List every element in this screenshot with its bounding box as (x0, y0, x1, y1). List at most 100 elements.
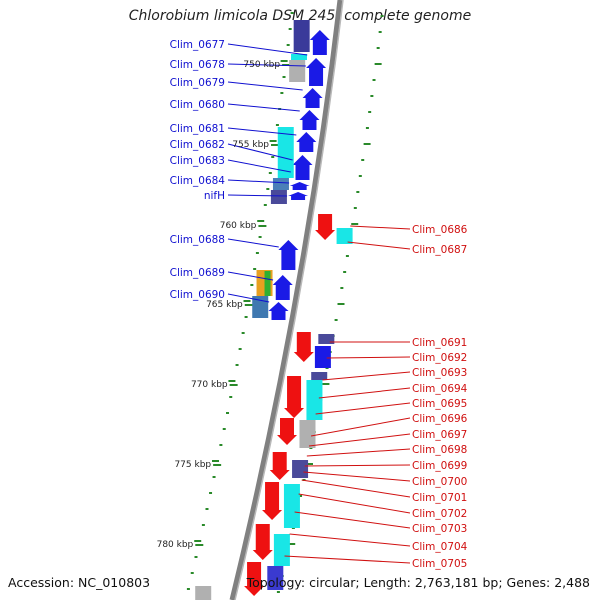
reverse-gene-label: Clim_0696 (412, 413, 468, 425)
reverse-label-leader (289, 533, 411, 547)
forward-label-leader (227, 127, 297, 136)
reverse-label-leader (308, 433, 411, 447)
scale-tick (271, 144, 280, 146)
reverse-gene-block (283, 484, 300, 528)
scale-label: 765 kbp (206, 300, 243, 310)
reverse-gene-block (306, 380, 323, 420)
tick-mark-left (244, 316, 248, 318)
backbone-highlight (234, 0, 344, 600)
reverse-label-leader (347, 241, 411, 250)
tick-mark-left (194, 540, 202, 542)
forward-gene-block (270, 190, 287, 204)
forward-gene-label: Clim_0680 (170, 99, 225, 111)
tick-mark-left (269, 140, 277, 142)
genome-backbone (229, 0, 344, 600)
tick-mark-left (205, 508, 209, 510)
tick-mark-right (322, 383, 330, 385)
forward-label-leader (227, 103, 300, 112)
reverse-gene-label: Clim_0699 (412, 460, 467, 472)
forward-gene-arrow (268, 302, 289, 320)
accession-text: Accession: NC_010803 (8, 575, 151, 590)
reverse-gene-label: Clim_0694 (412, 383, 468, 395)
reverse-gene-label: Clim_0695 (412, 398, 467, 410)
tick-mark-left (209, 492, 213, 494)
tick-mark-left (290, 12, 294, 14)
tick-mark-left (190, 572, 194, 574)
label-layer: 750 kbp 755 kbp 760 kbp 765 kbp 770 kbp 775 k… (157, 39, 468, 570)
forward-gene-arrow (288, 192, 309, 200)
tick-mark-left (271, 156, 275, 158)
forward-gene-arrow (272, 275, 293, 300)
tick-mark-left (241, 332, 245, 334)
forward-gene-arrow (306, 58, 327, 86)
reverse-gene-label: Clim_0704 (412, 541, 468, 553)
reverse-gene-arrow (293, 332, 314, 362)
scale-label: 755 kbp (232, 140, 269, 150)
reverse-label-leader (306, 448, 411, 457)
forward-gene-label: Clim_0677 (170, 39, 225, 51)
tick-mark-left (282, 76, 286, 78)
reverse-gene-arrow (284, 376, 305, 418)
tick-mark-right (374, 63, 382, 65)
tick-mark-left (253, 268, 257, 270)
tick-mark-left (258, 236, 262, 238)
tick-mark-left (280, 60, 288, 62)
reverse-gene-block (292, 460, 309, 478)
forward-gene-label: Clim_0678 (170, 59, 225, 71)
reverse-gene-label: Clim_0703 (412, 523, 467, 535)
forward-label-leader (227, 43, 308, 56)
tick-mark-left (219, 444, 223, 446)
scale-tick (244, 304, 253, 306)
reverse-label-leader (322, 371, 411, 381)
forward-gene-block (293, 20, 310, 52)
forward-gene-label: Clim_0682 (170, 139, 225, 151)
reverse-label-leader (303, 471, 411, 482)
tick-mark-left (243, 300, 251, 302)
forward-gene-label: Clim_0689 (170, 267, 225, 279)
reverse-gene-arrow (269, 452, 290, 480)
tick-mark-left (228, 380, 236, 382)
forward-gene-arrow (292, 155, 313, 180)
forward-gene-arrow (289, 182, 310, 190)
reverse-gene-arrow (277, 418, 298, 445)
scale-tick (213, 464, 222, 466)
forward-label-leader (227, 179, 290, 184)
tick-mark-right (299, 495, 303, 497)
reverse-gene-block (336, 228, 353, 244)
tick-mark-right (378, 31, 382, 33)
map-title: Chlorobium limicola DSM 245, complete ge… (128, 8, 472, 24)
tick-mark-right (337, 303, 345, 305)
reverse-label-leader (350, 225, 411, 230)
forward-gene-label: nifH (204, 190, 225, 202)
reverse-gene-label: Clim_0698 (412, 444, 467, 456)
reverse-gene-arrow (315, 214, 336, 240)
tick-mark-right (363, 143, 371, 145)
reverse-gene-label: Clim_0687 (412, 244, 467, 256)
reverse-gene-arrow (252, 524, 273, 560)
forward-gene-arrow (302, 88, 323, 108)
label-leader-layer (227, 43, 411, 564)
scale-tick (195, 544, 204, 546)
tick-mark-right (368, 111, 372, 113)
scale-label: 760 kbp (220, 221, 257, 231)
tick-mark-right (276, 591, 280, 593)
scale-tick (258, 225, 267, 227)
tick-mark-right (372, 79, 376, 81)
tick-mark-left (229, 396, 233, 398)
scale-label: 780 kbp (157, 540, 194, 550)
scale-label: 775 kbp (174, 460, 211, 470)
forward-label-leader (227, 293, 270, 303)
tick-mark-left (201, 524, 205, 526)
reverse-gene-label: Clim_0693 (412, 367, 467, 379)
tick-mark-right (351, 223, 359, 225)
tick-mark-right (380, 15, 384, 17)
reverse-gene-block (299, 420, 316, 448)
reverse-label-leader (301, 479, 411, 498)
tick-mark-left (222, 428, 226, 430)
forward-gene-block (264, 271, 271, 296)
reverse-label-leader (326, 356, 411, 359)
tick-mark-left (186, 588, 190, 590)
tick-mark-right (361, 159, 365, 161)
forward-label-leader (227, 238, 279, 248)
